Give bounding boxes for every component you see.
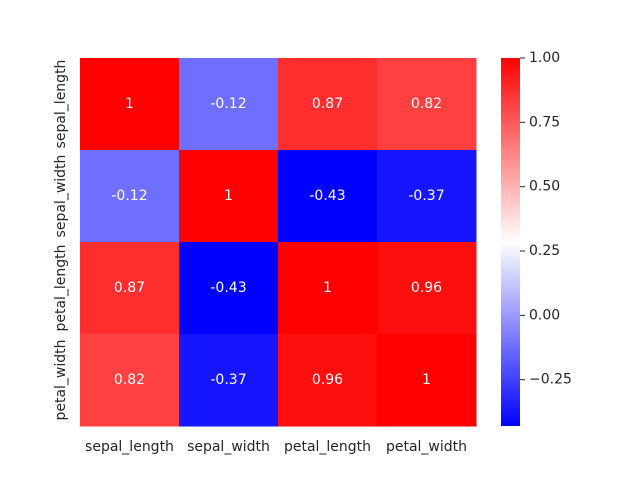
heatmap-cell (377, 242, 477, 335)
colorbar-tick-label: −0.25 (529, 372, 572, 388)
heatmap-cell (80, 58, 180, 151)
cell-annotation: 1 (224, 188, 233, 204)
x-tick-label: petal_length (284, 439, 371, 455)
heatmap-cell (179, 150, 279, 243)
cell-annotation: 1 (125, 96, 134, 112)
cell-annotation: 0.87 (312, 96, 343, 112)
heatmap-cell (278, 334, 378, 427)
y-tick-label: sepal_length (53, 60, 69, 149)
heatmap-cell (179, 58, 279, 151)
heatmap-cell (80, 334, 180, 427)
cell-annotation: -0.43 (210, 280, 246, 296)
cell-annotation: 0.96 (411, 280, 442, 296)
colorbar-tick-label: 0.00 (529, 307, 560, 323)
heatmap-cell (179, 242, 279, 335)
colorbar-ticks: 1.00 0.75 0.50 0.25 0.00 −0.25 (520, 50, 572, 388)
cell-annotation: 0.87 (114, 280, 145, 296)
x-tick-label: sepal_length (85, 439, 174, 455)
heatmap-cell (278, 58, 378, 151)
colorbar-bar (501, 58, 520, 426)
cell-annotation: -0.12 (210, 96, 246, 112)
cell-annotation: 0.82 (114, 372, 145, 388)
heatmap-cells (80, 58, 477, 427)
heatmap-cell (80, 150, 180, 243)
heatmap-cell (179, 334, 279, 427)
y-tick-label: petal_width (53, 339, 69, 420)
colorbar-tick-label: 0.50 (529, 179, 560, 195)
cell-annotation: -0.37 (210, 372, 246, 388)
x-tick-label: petal_width (386, 439, 467, 455)
cell-annotation: 1 (422, 372, 431, 388)
heatmap-cell (377, 150, 477, 243)
cell-annotation: 0.82 (411, 96, 442, 112)
y-tick-label: sepal_width (53, 155, 69, 238)
cell-annotation: -0.43 (309, 188, 345, 204)
cell-annotation: -0.37 (408, 188, 444, 204)
y-axis-tick-labels: sepal_length sepal_width petal_lengthpetal… (53, 60, 69, 421)
heatmap-cell (377, 58, 477, 151)
colorbar-tick-label: 0.75 (529, 114, 560, 130)
heatmap-annotations: 1 -0.12 0.87 0.82 -0.12 1 -0.43 -0.37 0.87 -0.43 1… (111, 96, 444, 388)
heatmap-cell (278, 242, 378, 335)
x-tick-label: sepal_width (187, 439, 270, 455)
heatmap-cell (278, 150, 378, 243)
cell-annotation: 0.96 (312, 372, 343, 388)
heatmap-cell (80, 242, 180, 335)
colorbar (501, 58, 520, 426)
cell-annotation: -0.12 (111, 188, 147, 204)
colorbar-tick-label: 1.00 (529, 50, 560, 66)
colorbar-tick-label: 0.25 (529, 243, 560, 259)
heatmap-cell (377, 334, 477, 427)
cell-annotation: 1 (323, 280, 332, 296)
y-tick-label: petal_length (53, 244, 69, 331)
x-axis-tick-labels: sepal_length sepal_width petal_length petal… (85, 439, 467, 455)
